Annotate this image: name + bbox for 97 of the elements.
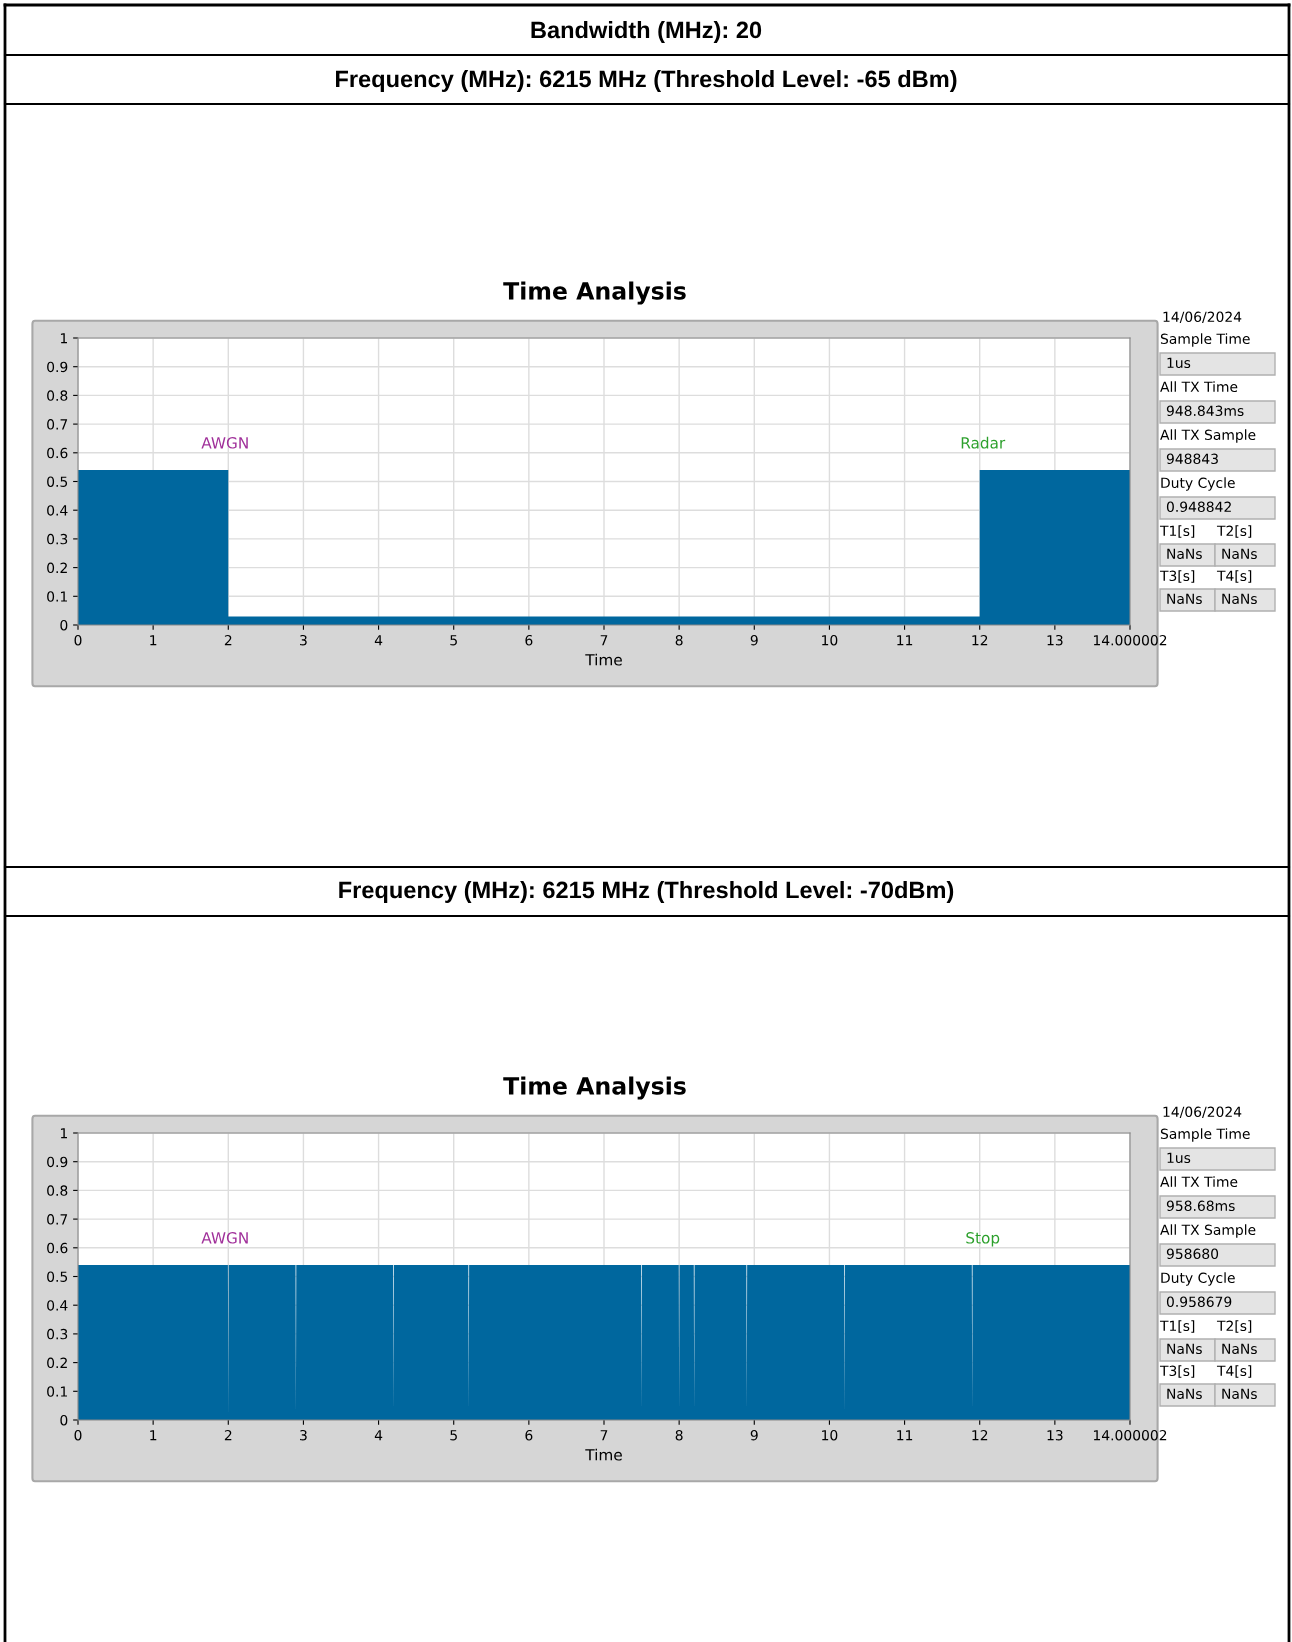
annotation: Stop <box>966 1232 1000 1247</box>
x-tick-label: 10 <box>822 634 838 646</box>
text: Sample Time <box>1160 1128 1250 1142</box>
x-tick-label: 8 <box>675 634 683 646</box>
x-tick-label: 3 <box>300 1429 307 1441</box>
x-tick-label: 14.000002 <box>1093 1429 1167 1441</box>
text: Duty Cycle <box>1161 477 1235 491</box>
y-tick-label: 1 <box>60 1128 67 1139</box>
text: NaNs <box>1167 548 1202 560</box>
y-tick-label: 0.7 <box>47 1214 68 1225</box>
text: 14/06/2024 <box>1163 311 1242 324</box>
chart-subtitle: Frequency (MHz): 6215 MHz (Threshold Level: -65 dBm) <box>336 70 957 92</box>
y-tick-label: 0.4 <box>47 1300 68 1311</box>
chart-title: Time Analysis <box>503 1076 686 1100</box>
x-tick-label: 11 <box>897 1430 913 1441</box>
y-tick-label: 0.9 <box>47 1156 68 1168</box>
x-axis-title: Time <box>585 653 622 666</box>
x-tick-label: 4 <box>374 635 383 646</box>
text: NaNs <box>1222 593 1257 605</box>
text: 14/06/2024 <box>1163 1106 1242 1119</box>
chart-subtitle: Frequency (MHz): 6215 MHz (Threshold Level: -70dBm) <box>339 880 954 904</box>
x-tick-label: 14.000002 <box>1093 634 1167 646</box>
text: T3[s] <box>1159 1365 1195 1378</box>
chart-title: Time Analysis <box>503 281 686 305</box>
text: 0.948842 <box>1166 501 1231 513</box>
x-tick-label: 2 <box>224 634 232 646</box>
y-tick-label: 0.4 <box>47 505 68 516</box>
y-tick-label: 0.1 <box>47 591 67 602</box>
annotation: AWGN <box>201 437 248 449</box>
x-tick-label: 11 <box>897 635 913 646</box>
y-tick-label: 0.6 <box>47 1242 68 1254</box>
annotation: AWGN <box>201 1232 248 1244</box>
x-tick-label: 13 <box>1047 634 1063 646</box>
y-tick-label: 0.9 <box>47 361 68 373</box>
text: T2[s] <box>1216 525 1252 538</box>
x-tick-label: 9 <box>750 634 758 646</box>
y-tick-label: 0.5 <box>47 1271 68 1282</box>
x-tick-label: 7 <box>600 635 608 646</box>
x-tick-label: 4 <box>374 1430 383 1441</box>
text: T3[s] <box>1159 570 1195 583</box>
x-tick-label: 9 <box>750 1429 758 1441</box>
y-tick-label: 0.1 <box>47 1386 67 1397</box>
y-tick-label: 0.3 <box>47 1328 68 1340</box>
text: 1us <box>1167 1152 1191 1164</box>
annotation: Radar <box>961 436 1006 449</box>
x-tick-label: 0 <box>74 634 82 646</box>
text: All TX Sample <box>1160 429 1256 443</box>
y-tick-label: 0.2 <box>47 1357 67 1369</box>
x-tick-label: 6 <box>525 634 533 646</box>
text: T2[s] <box>1216 1320 1252 1333</box>
y-tick-label: 0.5 <box>47 476 68 487</box>
x-tick-label: 12 <box>972 1429 988 1441</box>
y-tick-label: 0 <box>60 1414 68 1426</box>
x-tick-label: 13 <box>1047 1429 1063 1441</box>
text: 0.958679 <box>1166 1296 1232 1308</box>
text: All TX Time <box>1160 381 1238 393</box>
x-tick-label: 6 <box>525 1429 533 1441</box>
x-tick-label: 10 <box>822 1429 838 1441</box>
y-tick-label: 0.7 <box>47 419 68 430</box>
text: NaNs <box>1222 1343 1257 1355</box>
text: All TX Time <box>1160 1176 1238 1188</box>
x-tick-label: 1 <box>150 635 157 646</box>
y-tick-label: 0.8 <box>47 1185 68 1196</box>
text: T4[s] <box>1216 570 1252 583</box>
y-tick-label: 0.2 <box>47 562 67 574</box>
y-tick-label: 0.6 <box>47 447 68 459</box>
text: 948843 <box>1166 453 1218 465</box>
x-tick-label: 5 <box>450 1430 457 1441</box>
text: NaNs <box>1222 548 1257 560</box>
x-tick-label: 2 <box>224 1429 232 1441</box>
x-tick-label: 5 <box>450 635 457 646</box>
text: 948.843ms <box>1166 405 1244 417</box>
y-tick-label: 0 <box>60 619 68 631</box>
text: NaNs <box>1167 1343 1202 1355</box>
x-axis-title: Time <box>585 1448 622 1461</box>
text: 1us <box>1167 357 1191 369</box>
text: T4[s] <box>1216 1365 1252 1378</box>
y-tick-label: 1 <box>60 333 67 344</box>
text: T1[s] <box>1159 1320 1195 1333</box>
text: NaNs <box>1167 1388 1202 1400</box>
x-tick-label: 8 <box>675 1429 683 1441</box>
x-tick-label: 12 <box>972 634 988 646</box>
x-tick-label: 0 <box>74 1429 82 1441</box>
text: Sample Time <box>1160 333 1250 347</box>
x-tick-label: 3 <box>300 634 307 646</box>
text: NaNs <box>1222 1388 1257 1400</box>
text: All TX Sample <box>1160 1224 1256 1238</box>
x-tick-label: 1 <box>150 1430 157 1441</box>
text: T1[s] <box>1159 525 1195 538</box>
text: Duty Cycle <box>1161 1272 1235 1286</box>
y-tick-label: 0.3 <box>47 533 68 545</box>
text: 958.68ms <box>1166 1200 1235 1212</box>
y-tick-label: 0.8 <box>47 390 68 401</box>
text: 958680 <box>1166 1248 1219 1260</box>
x-tick-label: 7 <box>600 1430 608 1441</box>
text: Bandwidth (MHz): 20 <box>531 21 762 43</box>
text: NaNs <box>1167 593 1202 605</box>
